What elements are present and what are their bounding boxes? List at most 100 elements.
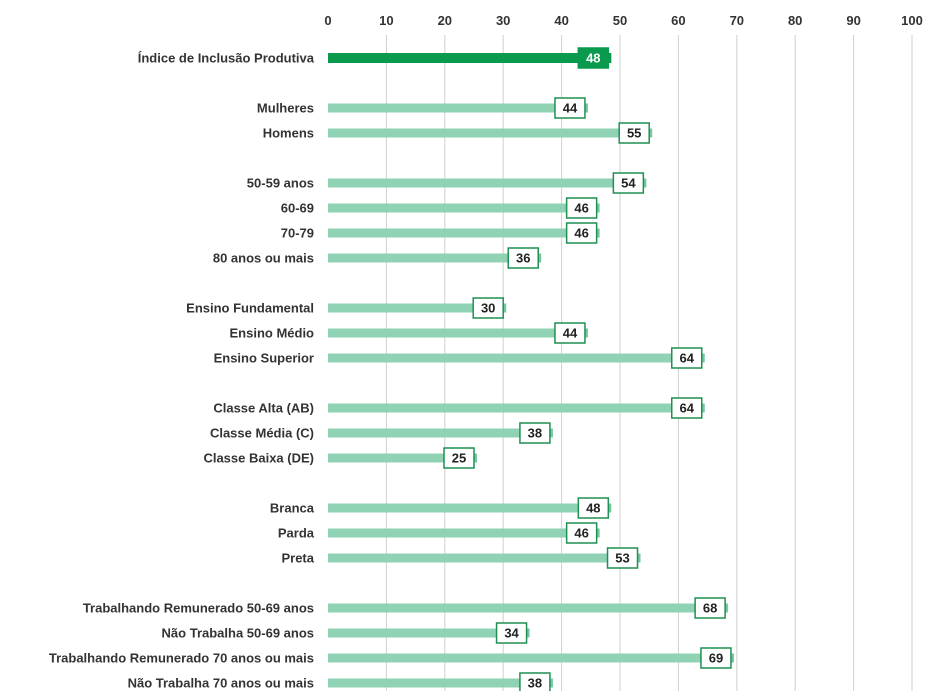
bar-end <box>700 353 705 363</box>
bar <box>328 453 474 463</box>
x-tick-label: 80 <box>788 13 802 28</box>
value-label-box <box>700 647 732 669</box>
value-label-box <box>694 597 726 619</box>
value-label: 69 <box>709 651 723 666</box>
value-label-box <box>495 622 528 644</box>
category-labels: Índice de Inclusão Produtiva Mulheres Home… <box>49 51 315 691</box>
category-label: Ensino Fundamental <box>186 301 314 316</box>
x-tick-label: 70 <box>730 13 744 28</box>
category-label: Classe Média (C) <box>210 426 314 441</box>
bar-end <box>583 103 588 113</box>
bar-end <box>595 228 600 238</box>
value-label-box <box>443 447 475 469</box>
category-label: Ensino Médio <box>230 326 315 341</box>
bar-end <box>473 453 477 463</box>
value-labels: 48 44 55 54 46 46 36 30 44 64 64 38 25 48 46 53 68 34 69 38 <box>443 47 732 691</box>
bar <box>328 103 585 113</box>
value-label: 38 <box>528 426 542 441</box>
bar-end <box>583 328 588 338</box>
bar-end <box>548 678 553 688</box>
bar <box>328 553 638 563</box>
bar-end <box>700 403 705 413</box>
bar-end <box>595 203 600 213</box>
bar <box>328 603 726 613</box>
bar <box>328 128 650 138</box>
x-tick-label: 50 <box>613 13 627 28</box>
value-label: 34 <box>504 626 519 641</box>
bar <box>328 628 527 638</box>
category-label: Classe Alta (AB) <box>213 401 314 416</box>
category-label: Classe Baixa (DE) <box>203 451 314 466</box>
highlight-bar <box>328 53 609 63</box>
category-label: Parda <box>278 526 315 541</box>
bar-end <box>729 653 734 663</box>
category-label: 80 anos ou mais <box>213 251 314 266</box>
bar <box>328 528 597 538</box>
value-label-box <box>554 97 586 119</box>
value-label: 68 <box>703 601 717 616</box>
x-tick-label: 20 <box>438 13 452 28</box>
bar <box>328 653 731 663</box>
bar-end <box>595 528 600 538</box>
value-label-box <box>577 497 610 519</box>
value-label-box <box>577 47 610 69</box>
value-label: 48 <box>586 501 600 516</box>
bar-end <box>607 53 612 63</box>
value-label-box <box>565 222 598 244</box>
bar <box>328 303 504 313</box>
bars <box>328 53 734 688</box>
x-tick-label: 30 <box>496 13 510 28</box>
category-label: 70-79 <box>281 226 314 241</box>
x-tick-label: 60 <box>671 13 685 28</box>
value-label-box <box>671 397 703 419</box>
category-label: Trabalhando Remunerado 70 anos ou mais <box>49 651 314 666</box>
x-axis-tick-labels: 0 10 20 30 40 50 60 70 80 90 100 <box>324 13 922 28</box>
bar-end <box>648 128 653 138</box>
category-label: Mulheres <box>257 101 314 116</box>
x-tick-label: 0 <box>324 13 331 28</box>
value-label-box <box>606 547 639 569</box>
value-label: 44 <box>563 326 578 341</box>
bar-end <box>642 178 647 188</box>
value-label: 55 <box>627 126 641 141</box>
bar-end <box>724 603 729 613</box>
category-label: 50-59 anos <box>247 176 314 191</box>
bar <box>328 228 597 238</box>
value-label-box <box>618 122 650 144</box>
bar <box>328 178 644 188</box>
bar <box>328 253 539 263</box>
category-label: Branca <box>270 501 315 516</box>
bar-end <box>502 303 507 313</box>
category-label: Homens <box>263 126 314 141</box>
category-label: Não Trabalha 50-69 anos <box>162 626 314 641</box>
category-label: Não Trabalha 70 anos ou mais <box>128 676 314 691</box>
category-label: Trabalhando Remunerado 50-69 anos <box>83 601 314 616</box>
bar <box>328 678 550 688</box>
bar <box>328 203 597 213</box>
value-label-box <box>612 172 645 194</box>
x-tick-label: 40 <box>554 13 568 28</box>
bar-end <box>548 428 553 438</box>
value-label: 46 <box>574 526 588 541</box>
value-label: 64 <box>680 401 695 416</box>
bar <box>328 503 609 513</box>
bar-end <box>636 553 641 563</box>
value-label: 64 <box>680 351 695 366</box>
category-label: 60-69 <box>281 201 314 216</box>
bar <box>328 353 702 363</box>
bar <box>328 328 585 338</box>
value-label: 53 <box>615 551 629 566</box>
value-label-box <box>565 522 598 544</box>
value-label: 54 <box>621 176 636 191</box>
bar <box>328 428 550 438</box>
category-label: Índice de Inclusão Produtiva <box>138 51 315 66</box>
category-label: Ensino Superior <box>214 351 314 366</box>
bar <box>328 403 702 413</box>
value-label-box <box>671 347 703 369</box>
value-label: 48 <box>586 51 600 66</box>
bar-end <box>525 628 530 638</box>
x-tick-label: 100 <box>901 13 923 28</box>
value-label-box <box>519 422 551 444</box>
category-label: Preta <box>281 551 314 566</box>
